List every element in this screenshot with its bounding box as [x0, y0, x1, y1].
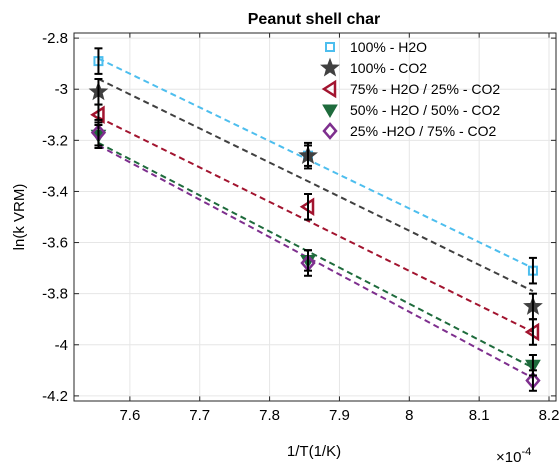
legend-label: 25% -H2O / 75% - CO2	[350, 123, 496, 139]
x-tick-label: 7.7	[189, 407, 210, 424]
y-axis-label: ln(k VRM)	[11, 184, 28, 251]
fit-line	[98, 116, 534, 333]
y-tick-label: -4.2	[42, 388, 68, 405]
x-axis-multiplier: ×10-4	[496, 446, 531, 466]
legend-label: 100% - CO2	[350, 60, 427, 76]
legend: 100% - H2O 100% - CO2 75% - H2O / 25% - CO…	[320, 39, 500, 140]
fit-line	[97, 142, 534, 369]
fit-line	[98, 57, 534, 270]
legend-marker	[320, 57, 340, 77]
legend-marker	[321, 79, 337, 99]
legend-label: 50% - H2O / 50% - CO2	[350, 102, 500, 118]
x-tick-label: 8.2	[539, 407, 559, 424]
y-tick-label: -3	[55, 81, 68, 98]
plot-area: 7.6 7.7 7.8 7.9 8 8.1 8.2 -2.8 -3 -3.2 -3.4 -3.6 -3.…	[42, 30, 559, 424]
chart-title: Peanut shell char	[248, 11, 381, 28]
y-tick-label: -3.8	[42, 286, 68, 303]
y-tick-label: -4	[55, 337, 68, 354]
plot-background	[74, 33, 556, 401]
x-tick-label: 7.9	[329, 407, 350, 424]
legend-marker	[322, 104, 338, 118]
y-tick-label: -3.4	[42, 183, 68, 200]
x-axis-label: 1/T(1/K)	[287, 443, 341, 460]
x-axis-multiplier-base: ×10	[496, 449, 521, 466]
legend-marker	[322, 122, 338, 140]
fit-line	[97, 144, 534, 379]
x-tick-label: 7.6	[119, 407, 140, 424]
x-axis-multiplier-exponent: -4	[521, 446, 531, 458]
axes-box	[73, 32, 557, 402]
x-tick-label: 8	[405, 407, 413, 424]
legend-label: 75% - H2O / 25% - CO2	[350, 81, 500, 97]
x-tick-label: 7.8	[259, 407, 280, 424]
y-tick-label: -2.8	[42, 30, 68, 47]
legend-marker	[325, 42, 335, 52]
y-tick-label: -3.2	[42, 132, 68, 149]
legend-label: 100% - H2O	[350, 39, 427, 55]
y-tick-label: -3.6	[42, 235, 68, 252]
fit-line	[98, 78, 534, 293]
x-tick-label: 8.1	[469, 407, 490, 424]
